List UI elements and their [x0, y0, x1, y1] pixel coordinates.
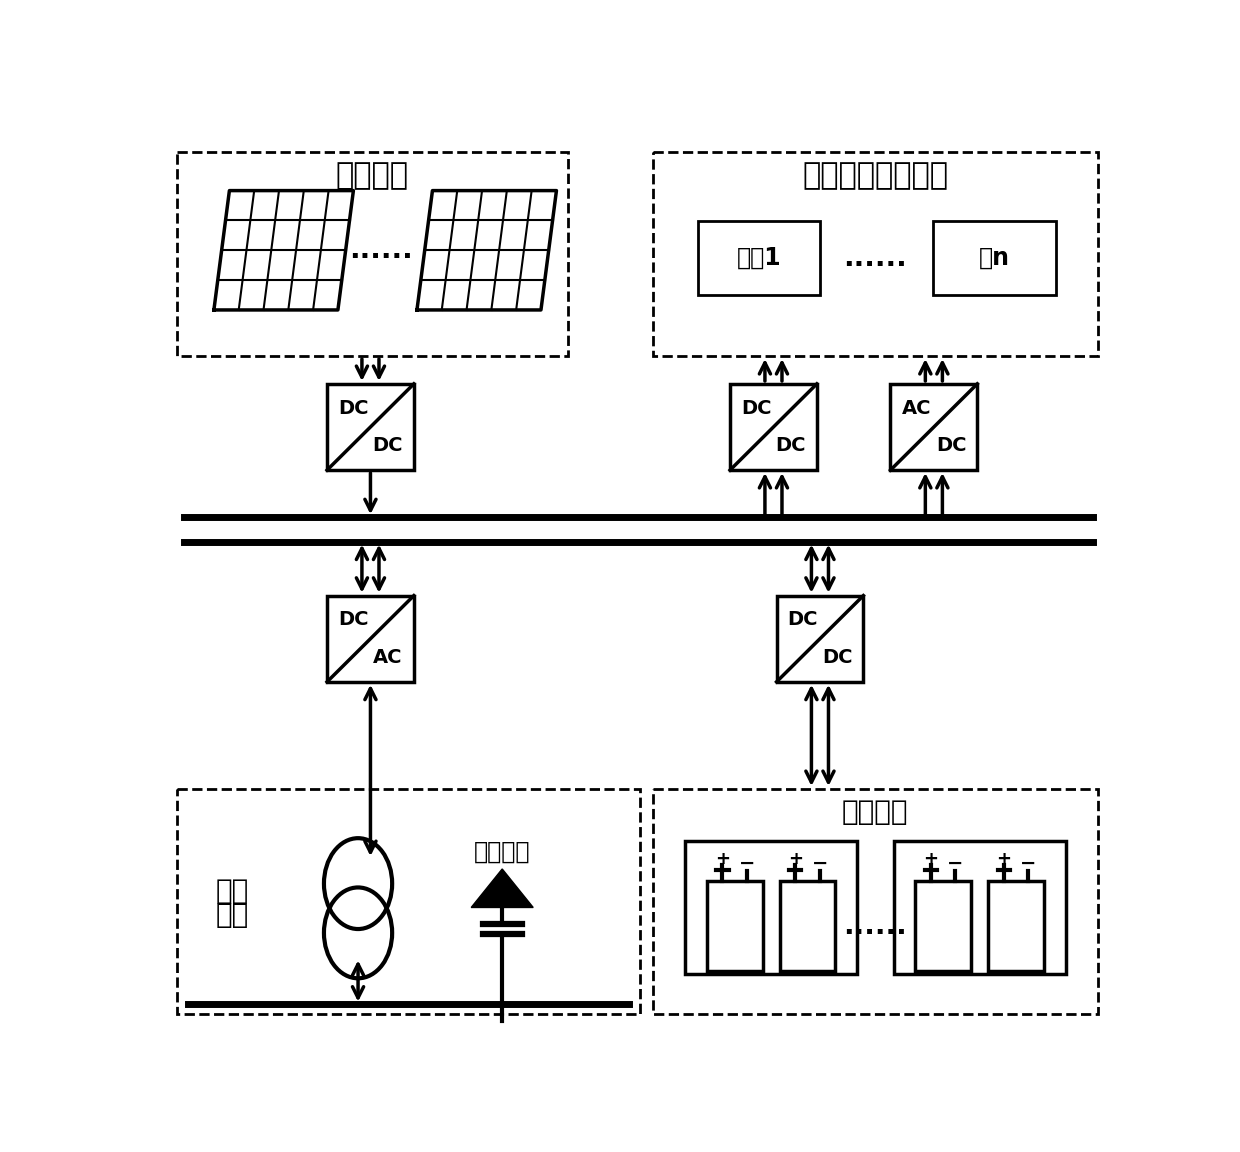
Text: −: −	[812, 854, 828, 873]
Text: DC: DC	[337, 399, 368, 417]
Polygon shape	[471, 869, 533, 908]
Text: +: +	[924, 850, 939, 867]
Bar	[697, 221, 820, 295]
Text: DC: DC	[337, 611, 368, 629]
Bar	[652, 152, 1099, 356]
Text: 常规负荷: 常规负荷	[474, 840, 531, 864]
Text: −: −	[947, 854, 963, 873]
Bar	[176, 789, 640, 1014]
Text: +: +	[787, 850, 802, 867]
Text: 光伏: 光伏	[216, 877, 249, 904]
Text: DC: DC	[740, 399, 771, 417]
Bar	[915, 880, 971, 971]
Bar	[327, 384, 414, 470]
Text: 并网: 并网	[216, 901, 249, 930]
Text: DC: DC	[936, 437, 966, 455]
Bar	[780, 880, 836, 971]
Text: 电动汾车充电负荷: 电动汾车充电负荷	[802, 160, 949, 190]
Bar	[684, 841, 857, 975]
Bar	[707, 880, 763, 971]
Bar	[894, 841, 1065, 975]
Text: ......: ......	[843, 244, 908, 272]
Text: DC: DC	[372, 437, 403, 455]
Bar	[890, 384, 977, 470]
Text: −: −	[739, 854, 755, 873]
Text: DC: DC	[775, 437, 806, 455]
Bar	[327, 596, 414, 682]
Text: 负荷1: 负荷1	[737, 247, 781, 270]
Text: +: +	[715, 850, 730, 867]
Text: 光伏发电: 光伏发电	[336, 160, 409, 190]
Text: DC: DC	[822, 649, 853, 667]
Bar	[988, 880, 1044, 971]
Text: ......: ......	[350, 236, 413, 264]
Text: AC: AC	[373, 649, 403, 667]
Text: ......: ......	[843, 912, 908, 940]
Text: 储能系统: 储能系统	[842, 798, 909, 826]
Bar	[776, 596, 863, 682]
Bar	[730, 384, 817, 470]
Text: DC: DC	[787, 611, 818, 629]
Text: 负n: 负n	[978, 247, 1009, 270]
Bar	[176, 152, 568, 356]
Bar	[934, 221, 1055, 295]
Text: −: −	[1021, 854, 1037, 873]
Text: +: +	[996, 850, 1012, 867]
Bar	[652, 789, 1099, 1014]
Text: AC: AC	[901, 399, 931, 417]
